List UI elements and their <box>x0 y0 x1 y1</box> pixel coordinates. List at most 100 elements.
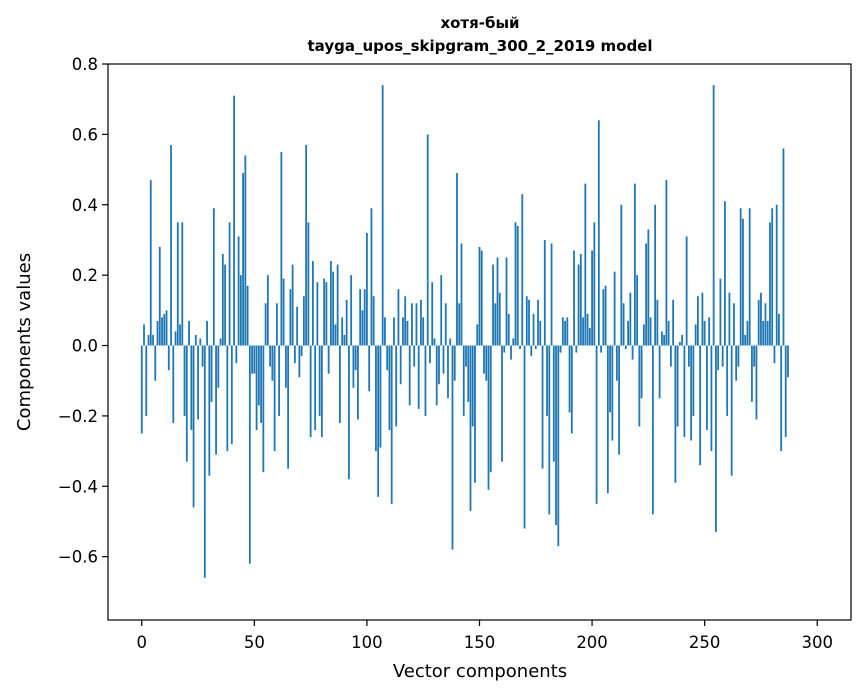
bar <box>507 313 510 346</box>
bar <box>780 345 783 452</box>
bar <box>724 201 726 346</box>
bar <box>642 324 645 346</box>
bar <box>674 345 677 483</box>
chart-title-line2: tayga_upos_skipgram_300_2_2019 model <box>308 37 653 55</box>
bar <box>687 345 690 367</box>
x-tick-label: 0 <box>137 633 148 652</box>
bar <box>566 317 569 346</box>
bar <box>573 250 575 346</box>
bar <box>748 208 751 346</box>
bar <box>719 278 722 346</box>
bar <box>217 345 220 388</box>
bar <box>242 173 244 346</box>
bar <box>492 264 494 346</box>
bar <box>408 345 411 406</box>
bar <box>649 317 652 346</box>
bar <box>246 285 249 346</box>
bar <box>188 320 190 346</box>
bar <box>505 257 508 346</box>
bar <box>143 324 145 346</box>
bar <box>257 345 260 406</box>
bar <box>656 299 659 346</box>
y-tick-label: 0.2 <box>72 266 98 285</box>
bar <box>390 345 393 504</box>
bar <box>465 345 467 367</box>
bar <box>658 345 661 399</box>
bar <box>609 345 611 413</box>
bar <box>194 334 197 346</box>
bar <box>197 345 199 420</box>
bar <box>498 292 501 346</box>
bar <box>174 331 177 346</box>
bar <box>579 254 582 346</box>
bar <box>645 243 648 346</box>
bar <box>172 345 175 423</box>
bar <box>260 345 262 423</box>
bar <box>302 296 305 346</box>
bar <box>339 345 341 423</box>
bar <box>510 345 512 360</box>
bar <box>203 345 206 578</box>
bar <box>176 222 179 346</box>
bar <box>456 173 458 346</box>
bar <box>778 313 780 346</box>
bar <box>697 296 699 346</box>
bar <box>737 345 740 367</box>
bar <box>519 345 521 350</box>
bar <box>636 275 639 346</box>
bar <box>766 320 769 346</box>
bar <box>179 324 181 346</box>
bar <box>478 246 481 346</box>
bar <box>219 338 222 346</box>
bar <box>190 345 193 430</box>
bar <box>730 345 733 476</box>
bar <box>336 264 339 346</box>
bar <box>669 345 672 367</box>
bar <box>330 261 332 346</box>
bar <box>568 345 571 413</box>
bar <box>762 320 765 346</box>
bar <box>521 194 524 346</box>
bar <box>325 282 328 346</box>
bar <box>694 324 697 346</box>
bar <box>334 324 337 346</box>
bar <box>212 208 215 346</box>
bar <box>769 222 771 346</box>
y-tick-label: −0.6 <box>58 548 98 567</box>
bar <box>611 345 614 441</box>
bar <box>140 345 143 434</box>
x-tick-label: 250 <box>689 633 721 652</box>
bar <box>618 345 620 455</box>
bar <box>226 345 229 452</box>
bar <box>444 303 447 346</box>
bar <box>604 285 607 346</box>
bar <box>699 345 702 466</box>
bar <box>311 261 314 346</box>
bar <box>715 345 717 533</box>
bar <box>712 85 715 346</box>
x-tick-label: 200 <box>576 633 608 652</box>
bar <box>721 345 724 367</box>
bar <box>710 345 713 452</box>
bar <box>784 345 787 438</box>
bar <box>420 299 422 346</box>
x-axis-label: Vector components <box>393 661 567 682</box>
bar <box>237 236 240 346</box>
bar <box>638 345 641 427</box>
bar <box>384 317 386 346</box>
bar <box>555 345 557 525</box>
bar <box>449 338 452 346</box>
bar <box>406 320 409 346</box>
bar <box>442 345 445 374</box>
bar <box>433 338 436 346</box>
bar <box>595 345 598 504</box>
bar <box>429 345 431 364</box>
bar <box>165 310 168 346</box>
bar <box>615 345 618 381</box>
bar <box>251 345 253 374</box>
bar <box>726 345 729 416</box>
bar <box>742 218 744 346</box>
bar <box>404 296 407 346</box>
bar <box>487 345 490 490</box>
bar <box>388 345 391 430</box>
